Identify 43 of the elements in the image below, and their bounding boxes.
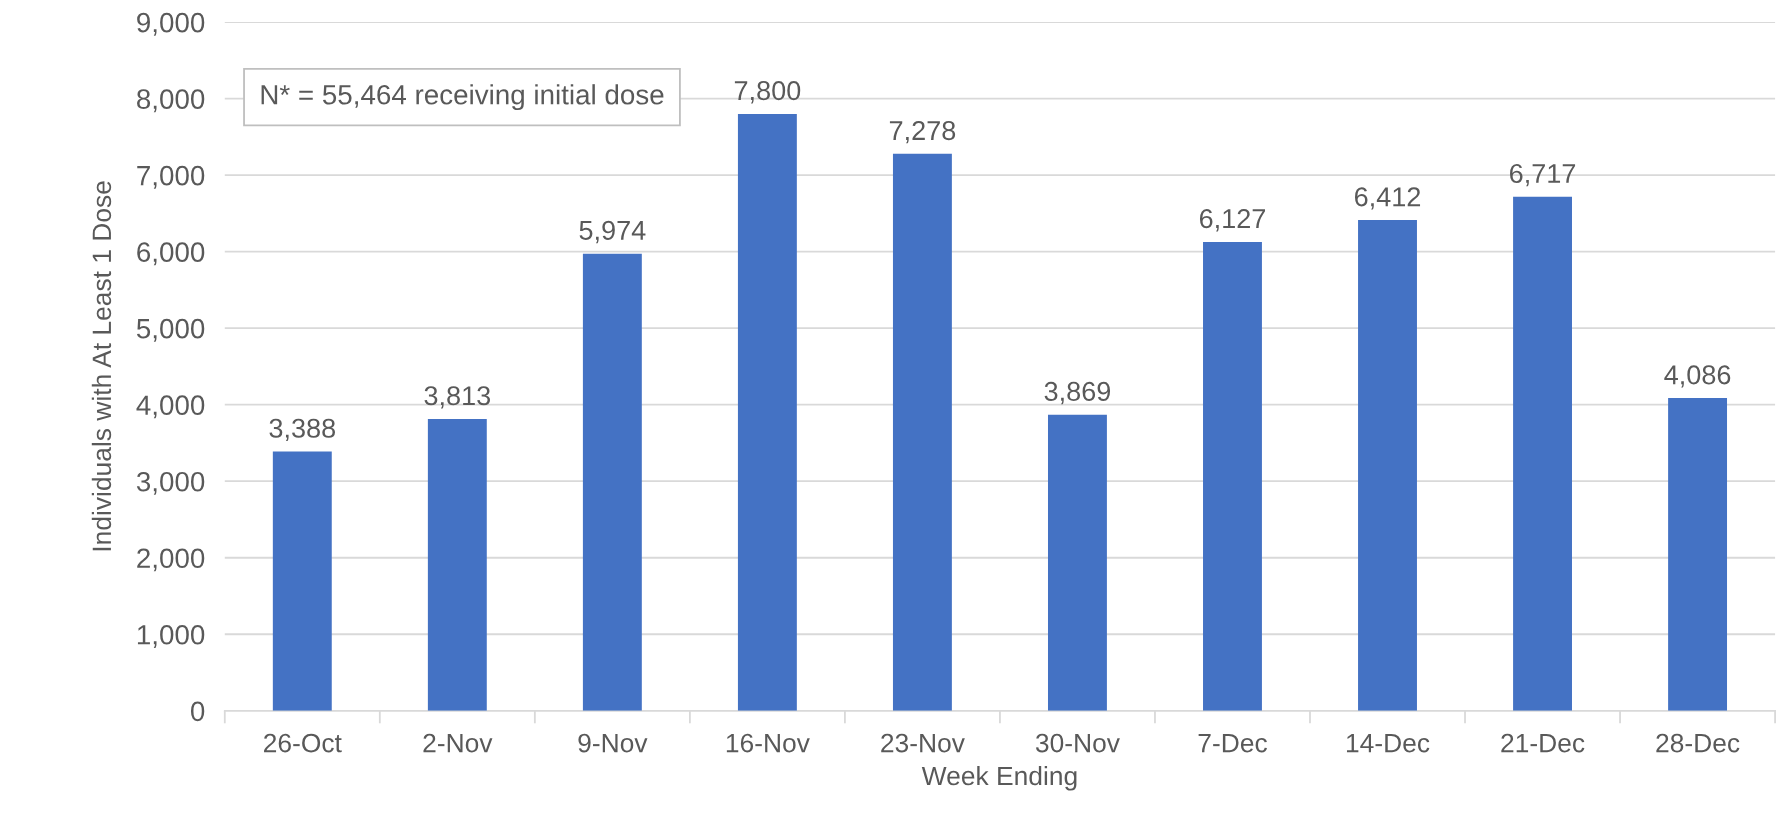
y-tick-label: 8,000 xyxy=(137,89,205,113)
bar xyxy=(1668,398,1728,711)
y-tick-label: 6,000 xyxy=(137,242,205,266)
bar xyxy=(1203,241,1262,711)
x-tick-label: 7-Dec xyxy=(1198,733,1267,753)
bar xyxy=(1047,414,1107,711)
bar xyxy=(737,113,797,711)
annotation: N* = 55,464 receiving initial dose xyxy=(261,84,664,111)
y-tick-label: 4,000 xyxy=(136,395,205,419)
data-label: 5,974 xyxy=(579,220,646,244)
data-label: 6,127 xyxy=(1199,209,1266,232)
y-axis-title: Individuals with At Least 1 Dose xyxy=(91,181,112,551)
x-tick-label: 14-Dec xyxy=(1346,733,1430,753)
data-label: 6,412 xyxy=(1355,187,1421,210)
y-tick-label: 5,000 xyxy=(136,318,205,342)
x-tick-label: 16-Nov xyxy=(726,733,810,753)
bar xyxy=(1513,196,1572,711)
bar xyxy=(272,451,332,711)
y-tick-label: 1,000 xyxy=(137,624,205,648)
y-tick-label: 0 xyxy=(190,701,205,722)
bar xyxy=(892,153,952,711)
y-tick-label: 3,000 xyxy=(136,471,205,495)
x-tick-label: 2-Nov xyxy=(423,733,493,753)
data-label: 3,388 xyxy=(269,418,336,442)
bar xyxy=(1358,220,1417,711)
data-label: 3,813 xyxy=(424,386,491,409)
x-tick-label: 9-Nov xyxy=(578,733,648,753)
y-tick-label: 2,000 xyxy=(137,548,205,572)
x-tick-label: 23-Nov xyxy=(881,733,965,753)
x-axis-title: Week Ending xyxy=(921,765,1077,791)
data-label: 3,869 xyxy=(1044,381,1111,405)
x-tick-label: 28-Dec xyxy=(1656,733,1740,753)
data-label: 7,278 xyxy=(889,120,956,144)
y-tick-label: 7,000 xyxy=(137,165,205,189)
bar xyxy=(427,419,487,711)
y-tick-label: 9,000 xyxy=(137,12,205,36)
data-label: 7,800 xyxy=(734,81,801,104)
bar xyxy=(582,253,642,711)
x-tick-label: 21-Dec xyxy=(1501,733,1585,753)
data-label: 6,717 xyxy=(1510,163,1576,187)
data-label: 4,086 xyxy=(1664,365,1731,388)
x-tick-label: 26-Oct xyxy=(264,733,342,753)
x-tick-label: 30-Nov xyxy=(1035,733,1120,753)
